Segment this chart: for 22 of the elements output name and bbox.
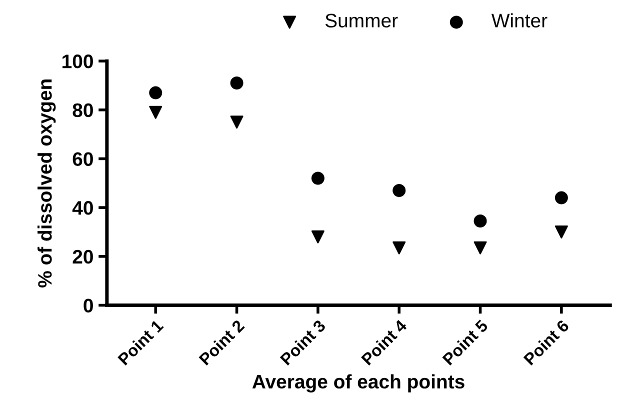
y-tick-label: 60 <box>72 152 93 166</box>
point <box>311 172 324 185</box>
point <box>230 116 244 129</box>
y-tick-label: 100 <box>62 54 93 68</box>
point <box>311 230 324 244</box>
point <box>554 225 568 238</box>
point <box>230 76 244 90</box>
point <box>149 86 162 100</box>
y-tick-label: 40 <box>72 201 93 215</box>
point <box>474 241 487 254</box>
x-axis-title: Average of each points <box>252 374 464 392</box>
y-axis-title: % of dissolved oxygen <box>38 80 56 288</box>
point <box>392 241 406 254</box>
point <box>392 184 406 197</box>
y-tick-label: 20 <box>72 250 93 264</box>
point <box>554 191 568 204</box>
legend-label: Summer <box>325 14 398 28</box>
legend-label: Winter <box>491 13 548 28</box>
point <box>474 214 487 228</box>
y-tick-label: 80 <box>72 103 93 118</box>
y-tick-label: 0 <box>84 298 93 312</box>
point <box>149 106 162 119</box>
